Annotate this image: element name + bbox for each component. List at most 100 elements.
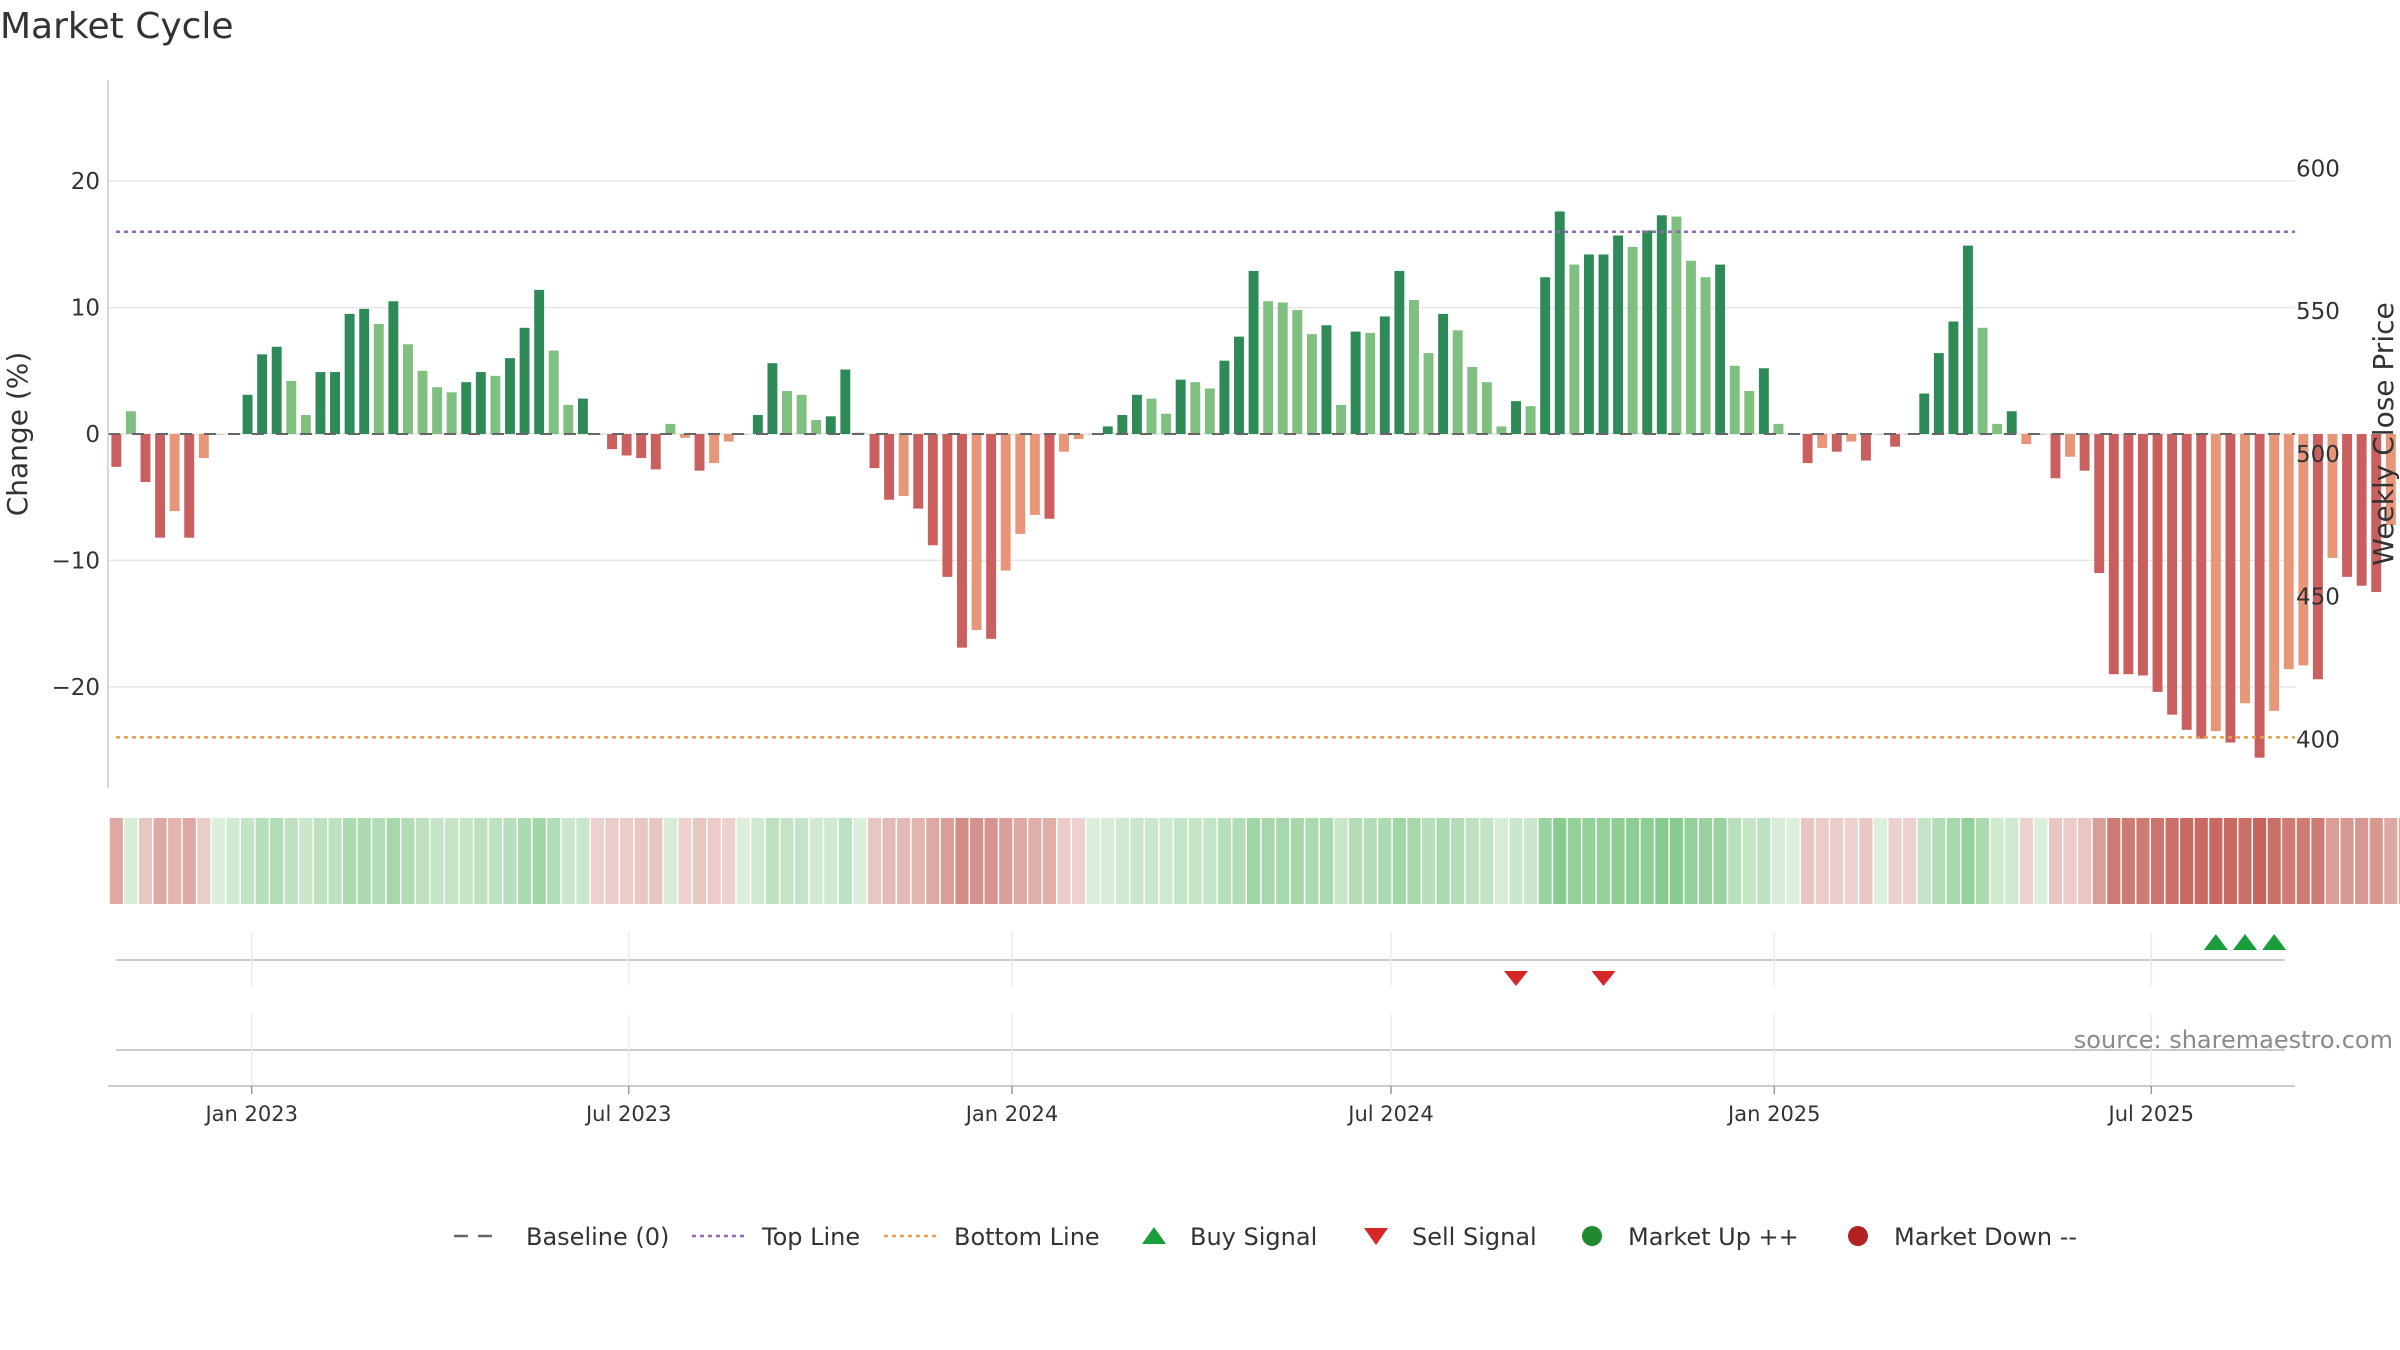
heat-cell [692, 818, 707, 904]
heat-cell [1961, 818, 1975, 904]
heat-cell [1144, 818, 1159, 904]
heat-cell [1859, 818, 1873, 904]
sell-signal-marker [1504, 971, 1529, 986]
legend-item: Bottom Line [884, 1223, 1100, 1251]
heat-cell [1115, 818, 1129, 904]
heat-cell [940, 818, 954, 904]
heat-cell [488, 818, 502, 904]
heat-cell [2005, 818, 2019, 904]
heat-cell [255, 818, 269, 904]
heat-cell [1130, 818, 1144, 904]
bar [1671, 216, 1682, 434]
heat-cell [1465, 818, 1479, 904]
bar [373, 324, 384, 434]
bar [1919, 393, 1930, 434]
bar [1729, 365, 1740, 434]
bar [2312, 434, 2323, 680]
bar [1554, 211, 1565, 434]
bar [257, 354, 268, 434]
bar [1627, 246, 1638, 434]
bar [359, 308, 370, 434]
bar [1467, 366, 1478, 434]
heat-cell [1524, 818, 1538, 904]
heat-cell [2092, 818, 2106, 904]
heat-cell [1101, 818, 1115, 904]
heat-cell [168, 818, 182, 904]
heat-cell [780, 818, 794, 904]
bar [1277, 302, 1288, 434]
bar [1336, 404, 1347, 434]
heat-cell [1932, 818, 1946, 904]
heat-cell [1086, 818, 1100, 904]
bar [1642, 230, 1653, 434]
heat-cell [1655, 818, 1669, 904]
y2-tick-label: 400 [2296, 727, 2340, 753]
bar [490, 375, 501, 434]
heat-cell [1946, 818, 1960, 904]
heat-cell [299, 818, 313, 904]
heat-cell [386, 818, 400, 904]
heat-cell [1392, 818, 1406, 904]
bar [2283, 434, 2294, 670]
heat-cell [1567, 818, 1581, 904]
bar [1569, 264, 1580, 434]
bar [1598, 254, 1609, 434]
reference-lines-layer [108, 230, 2295, 739]
bar [1219, 360, 1230, 434]
x-tick-label: Jan 2023 [203, 1102, 298, 1126]
heat-cell [124, 818, 138, 904]
bar [169, 434, 180, 512]
heat-cell [372, 818, 386, 904]
heat-cell [795, 818, 809, 904]
heat-cell [2267, 818, 2281, 904]
heat-cell [1276, 818, 1290, 904]
heat-cell [1072, 818, 1086, 904]
y-tick-label: 0 [85, 422, 100, 448]
heat-cell [2296, 818, 2310, 904]
heat-cell [1188, 818, 1202, 904]
bar [1715, 264, 1726, 434]
bar [1263, 301, 1274, 434]
legend-item: Sell Signal [1364, 1223, 1537, 1251]
heat-cell [736, 818, 750, 904]
bar [446, 392, 457, 434]
heat-cell [2325, 818, 2340, 904]
axis-layer: −20 −10 0 10 20 400 450 500 550 600 Change (%) Week… [1, 80, 2400, 788]
bar [1860, 434, 1871, 461]
bar [957, 434, 967, 648]
bar [1438, 313, 1449, 434]
bar [1146, 398, 1157, 434]
x-tick-label: Jul 2024 [1346, 1102, 1433, 1126]
y2-tick-label: 500 [2296, 442, 2340, 468]
bar [1948, 321, 1959, 434]
bar [432, 387, 443, 434]
bar [563, 404, 574, 434]
heat-cell [2063, 818, 2077, 904]
heat-cell [1728, 818, 1742, 904]
heat-cell [1888, 818, 1902, 904]
bar [2167, 434, 2178, 715]
heat-cell [2078, 818, 2092, 904]
bar [679, 434, 690, 438]
heat-cell [1669, 818, 1683, 904]
bar [475, 372, 486, 434]
heat-cell [2253, 818, 2267, 904]
heat-cell [620, 818, 634, 904]
y-tick-label: −10 [51, 548, 100, 574]
heat-cell [2238, 818, 2252, 904]
heat-cell [357, 818, 371, 904]
buy-signal-marker [2233, 934, 2258, 950]
signal-panel [116, 932, 2287, 986]
bar [1758, 368, 1769, 434]
bar [1190, 382, 1201, 434]
bar [548, 350, 559, 434]
heat-cell [2355, 818, 2369, 904]
heat-cell [1990, 818, 2004, 904]
bar [417, 370, 428, 434]
legend-swatch [1364, 1228, 1388, 1245]
heat-cell [809, 818, 823, 904]
bar [709, 434, 720, 464]
heat-cell [2369, 818, 2383, 904]
heat-cell [474, 818, 488, 904]
